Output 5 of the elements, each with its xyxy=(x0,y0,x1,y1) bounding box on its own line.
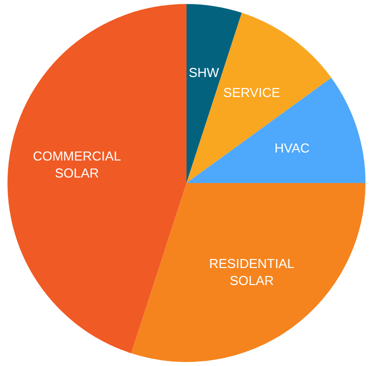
slice-label: RESIDENTIAL SOLAR xyxy=(209,256,294,288)
slice-label: COMMERCIAL SOLAR xyxy=(32,148,121,181)
slice-label: HVAC xyxy=(274,140,310,156)
slice-label: SHW xyxy=(188,64,220,80)
slice-label: SERVICE xyxy=(223,84,280,100)
